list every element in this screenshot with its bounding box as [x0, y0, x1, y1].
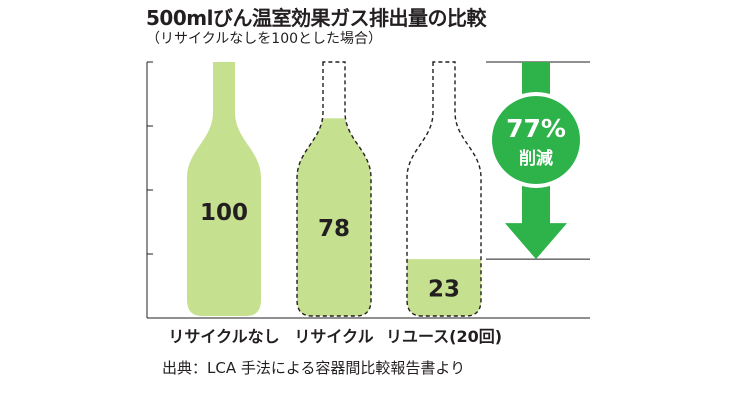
category-label-2: リサイクル [294, 327, 373, 346]
reduction-label: 削減 [519, 148, 553, 169]
data-label-3: 23 [428, 277, 460, 303]
category-label-1: リサイクルなし [168, 327, 279, 346]
chart-title: 500mlびん温室効果ガス排出量の比較 [146, 6, 486, 30]
bottle-outline-2 [296, 61, 372, 317]
bar-fill-3 [407, 259, 481, 316]
data-label-2: 78 [318, 216, 350, 242]
bar-fill-2 [297, 118, 371, 316]
reduction-value: 77% [506, 114, 566, 143]
data-label-1: 100 [200, 200, 248, 226]
chart-subtitle: （リサイクルなしを100とした場合） [146, 31, 383, 47]
y-axis-ticks [147, 61, 153, 319]
bottle-outline-3 [406, 61, 482, 317]
bar-fill-1 [187, 62, 261, 316]
reduction-arrow-head [505, 223, 567, 260]
category-label-3: リユース(20回) [386, 327, 502, 346]
reduction-badge [488, 92, 584, 188]
source-note: 出典：LCA 手法による容器間比較報告書より [162, 359, 466, 377]
